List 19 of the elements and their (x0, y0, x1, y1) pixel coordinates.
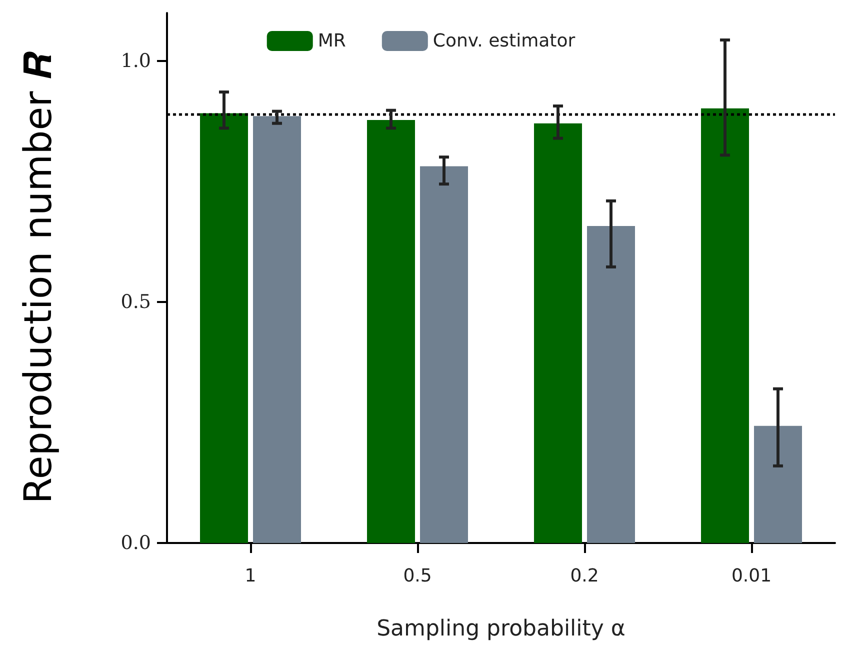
y-tick-label: 0.5 (120, 291, 151, 314)
legend-label: Conv. estimator (432, 30, 576, 52)
bar (420, 166, 468, 543)
x-tick-label: 0.2 (570, 566, 599, 586)
legend-label: MR (318, 30, 346, 52)
bar (200, 113, 248, 543)
x-tick-label: 0.01 (731, 566, 772, 586)
bar (253, 116, 301, 543)
bar (754, 426, 802, 543)
bar (587, 226, 635, 543)
x-axis-title: Sampling probability α (376, 616, 626, 642)
bar (367, 120, 415, 543)
y-axis-title: Reproduction number 𝑹 (16, 51, 60, 504)
x-tick-label: 1 (244, 566, 256, 586)
bar (534, 123, 582, 543)
y-tick-label: 0.0 (120, 532, 151, 554)
bar (701, 108, 749, 543)
y-tick-label: 1.0 (120, 50, 151, 72)
x-tick-label: 0.5 (403, 566, 432, 586)
